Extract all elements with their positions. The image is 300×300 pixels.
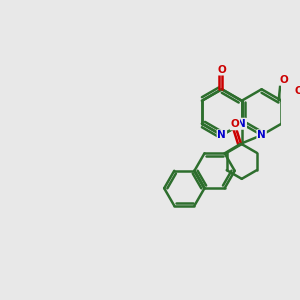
Text: O: O	[218, 65, 226, 75]
Text: N: N	[218, 130, 226, 140]
Text: N: N	[237, 119, 246, 129]
Text: N: N	[237, 119, 246, 129]
Text: O: O	[279, 75, 288, 85]
Text: O: O	[230, 119, 239, 130]
Text: N: N	[257, 130, 266, 140]
Text: O: O	[295, 85, 300, 95]
